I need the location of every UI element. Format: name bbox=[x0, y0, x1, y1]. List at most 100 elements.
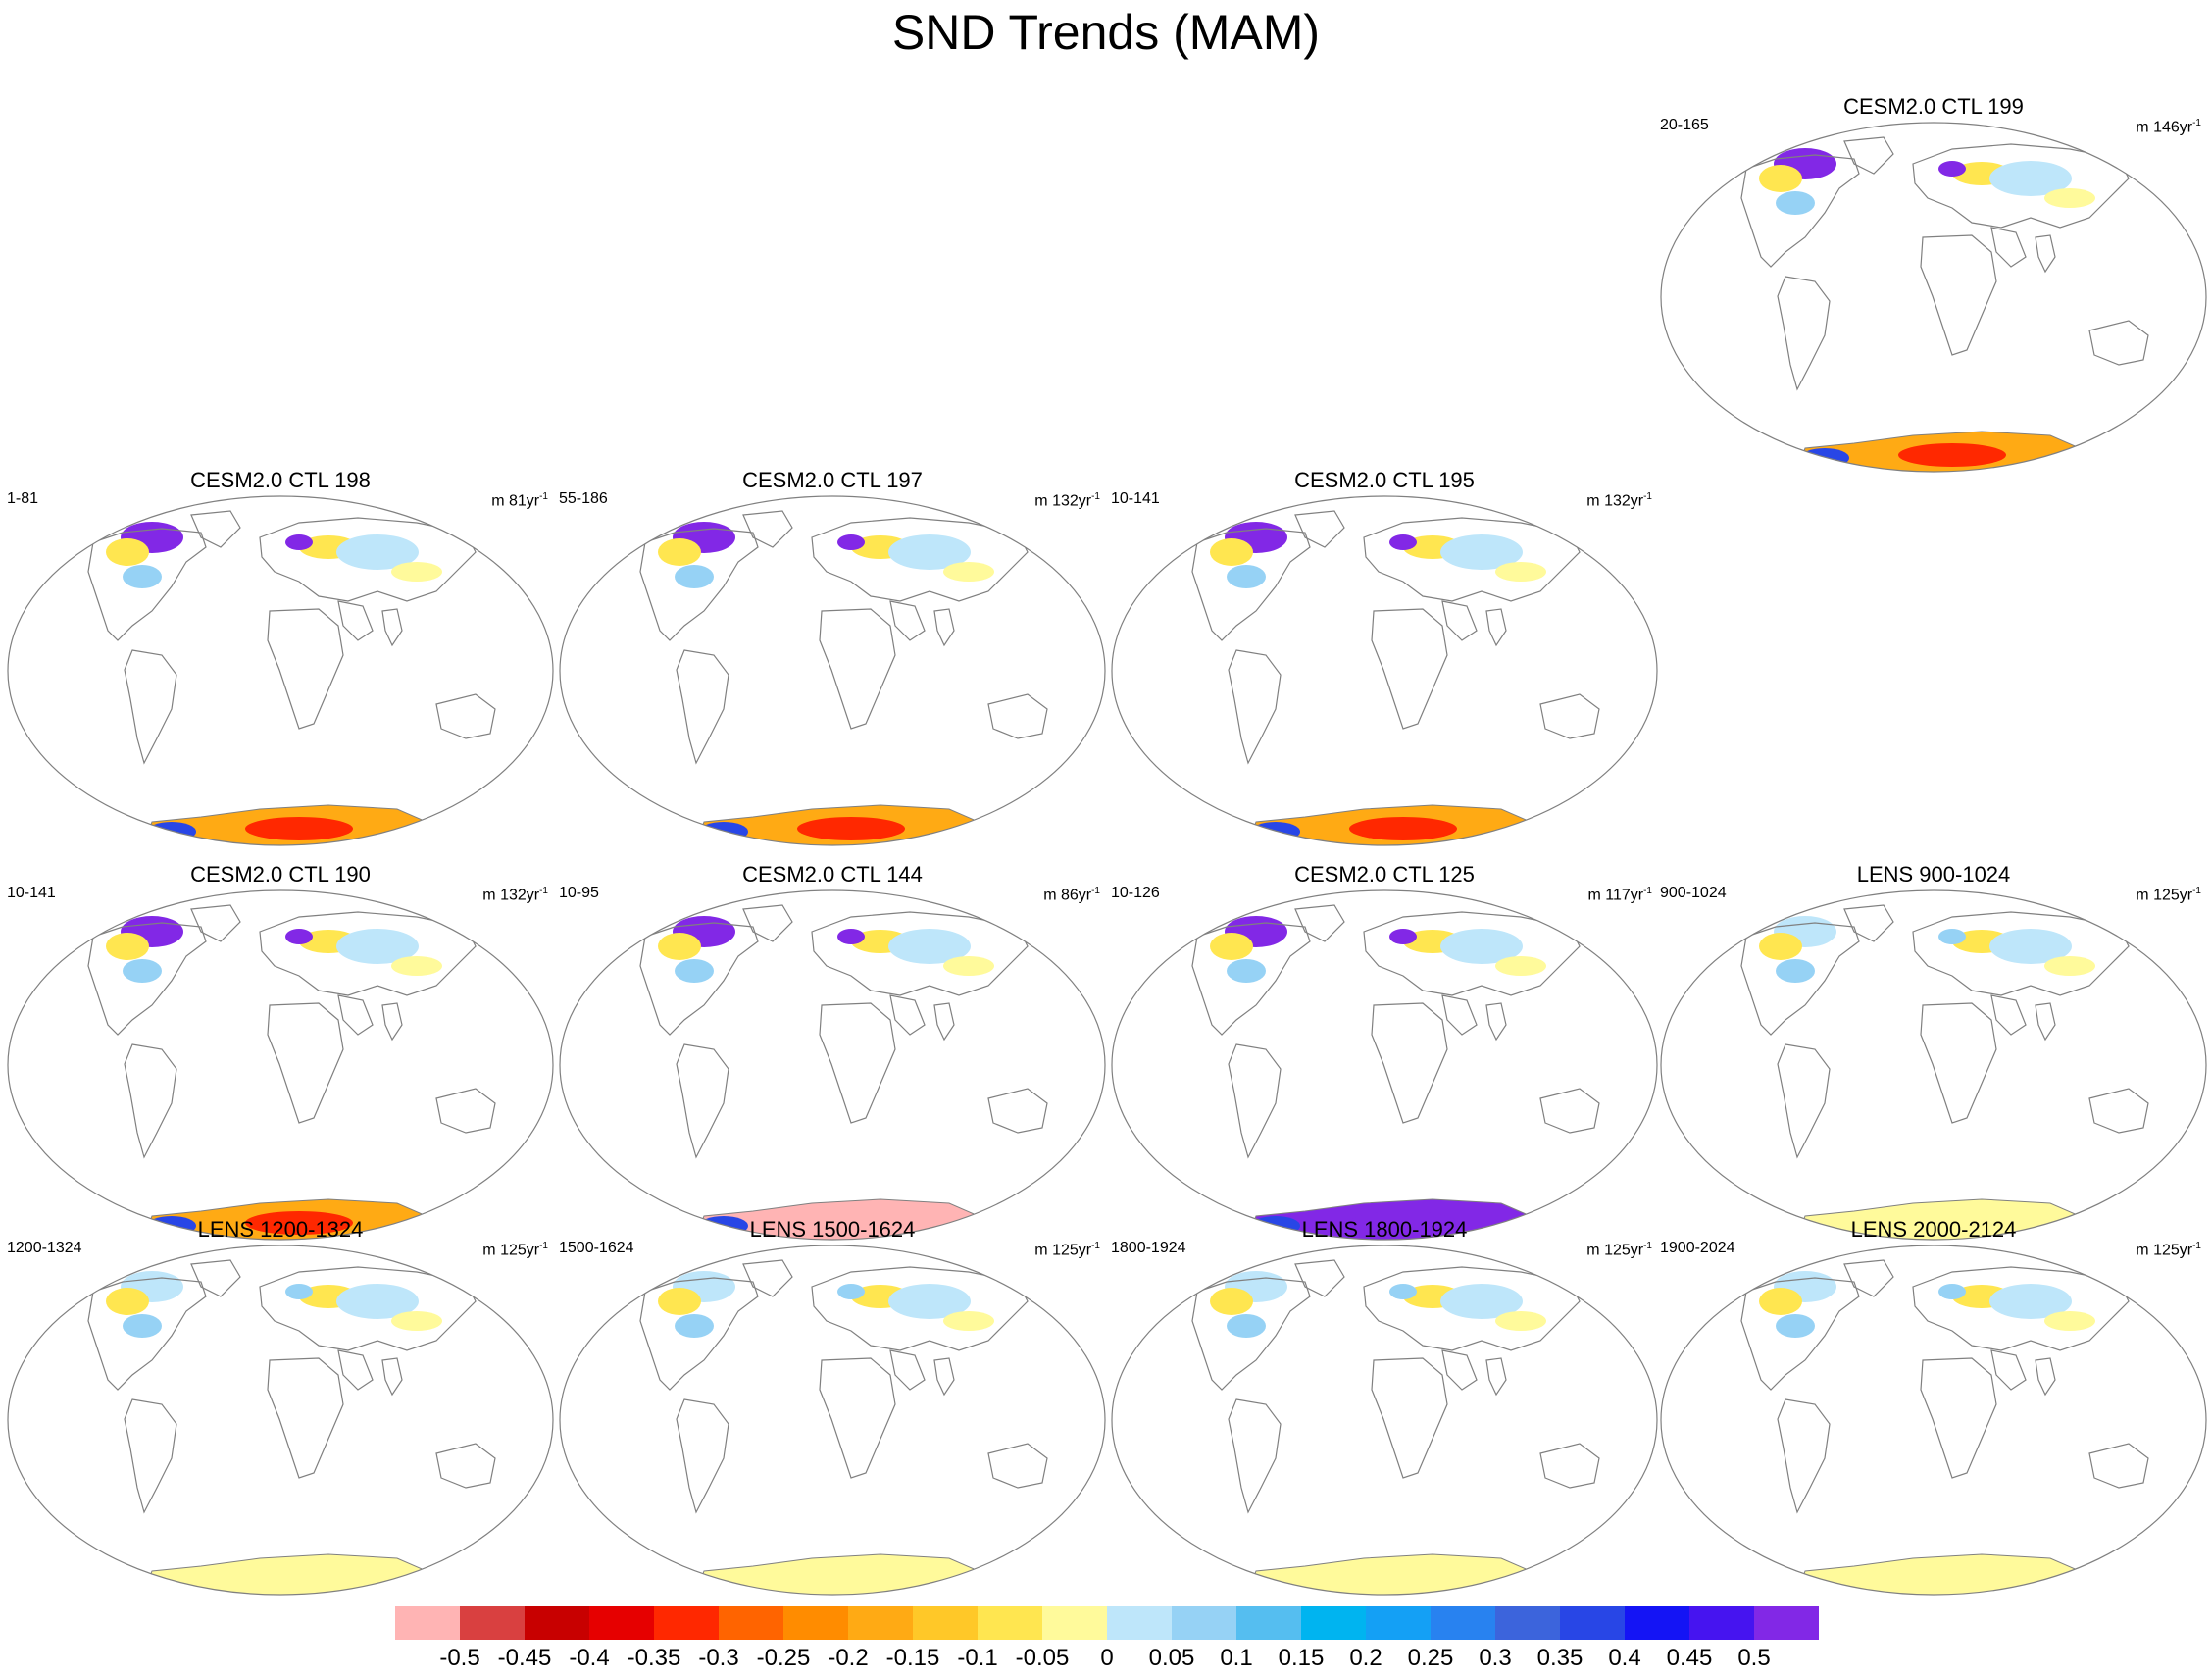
colorbar-segment bbox=[1042, 1606, 1107, 1640]
continent-outline bbox=[1539, 693, 1600, 739]
panel-units-exponent: -1 bbox=[539, 1241, 548, 1251]
panel-units-text: m 125yr bbox=[482, 1242, 540, 1259]
continent-outline bbox=[1843, 136, 1894, 175]
snow-trend-region bbox=[1210, 933, 1253, 960]
panel-units-exponent: -1 bbox=[2192, 1241, 2201, 1251]
panel-units: m 132yr-1 bbox=[482, 882, 548, 905]
world-map bbox=[559, 1245, 1106, 1596]
snow-trend-region bbox=[1938, 929, 1966, 944]
panel-units-exponent: -1 bbox=[1643, 1241, 1652, 1251]
figure-title: SND Trends (MAM) bbox=[891, 5, 1321, 60]
colorbar-segment bbox=[913, 1606, 978, 1640]
continent-outline bbox=[1371, 608, 1448, 730]
snow-trend-region bbox=[1938, 161, 1966, 177]
colorbar bbox=[395, 1606, 1819, 1640]
map-panel: CESM2.0 CTL 125 10-126 m 117yr-1 bbox=[1109, 862, 1660, 1243]
panel-units-exponent: -1 bbox=[2192, 886, 2201, 896]
world-map bbox=[1111, 495, 1658, 846]
panel-units: m 81yr-1 bbox=[491, 487, 548, 511]
panel-year-range: 55-186 bbox=[559, 490, 608, 507]
colorbar-tick-label: 0.3 bbox=[1479, 1645, 1512, 1671]
continent-outline bbox=[1191, 922, 1311, 1036]
continent-outline bbox=[1740, 922, 1860, 1036]
continent-outline bbox=[1485, 608, 1507, 647]
continent-outline bbox=[2088, 320, 2149, 366]
antarctica-trend bbox=[693, 1553, 980, 1595]
snow-trend-region bbox=[1495, 1311, 1546, 1331]
colorbar-tick-label: -0.2 bbox=[828, 1645, 869, 1671]
snow-trend-region bbox=[1227, 565, 1266, 588]
antarctica-edge bbox=[699, 822, 748, 841]
panel-units-exponent: -1 bbox=[1643, 491, 1652, 502]
colorbar-segment bbox=[654, 1606, 719, 1640]
panel-units: m 117yr-1 bbox=[1587, 882, 1652, 905]
world-map bbox=[1660, 889, 2207, 1241]
panel-units-exponent: -1 bbox=[539, 491, 548, 502]
panel-units: m 125yr-1 bbox=[2136, 882, 2201, 905]
continent-outline bbox=[124, 1398, 177, 1514]
snow-trend-region bbox=[1389, 534, 1417, 550]
colorbar-tick-label: 0.15 bbox=[1278, 1645, 1325, 1671]
panel-year-range: 10-141 bbox=[7, 885, 56, 901]
panel-units-exponent: -1 bbox=[2192, 118, 2201, 128]
antarctica-core bbox=[797, 817, 905, 840]
panel-units: m 125yr-1 bbox=[2136, 1237, 2201, 1260]
colorbar-segment bbox=[589, 1606, 654, 1640]
continent-outline bbox=[1740, 154, 1860, 268]
colorbar-segment bbox=[395, 1606, 460, 1640]
antarctica-trend bbox=[1794, 1553, 2081, 1595]
world-map bbox=[7, 495, 554, 846]
panel-units-text: m 146yr bbox=[2136, 119, 2193, 136]
map-panel: CESM2.0 CTL 199 20-165 m 146yr-1 bbox=[1658, 94, 2209, 475]
snow-trend-region bbox=[391, 956, 442, 976]
continent-outline bbox=[2035, 1357, 2056, 1397]
panel-year-range: 10-95 bbox=[559, 885, 599, 901]
antarctica-edge bbox=[147, 822, 196, 841]
map-boundary bbox=[1111, 1245, 1658, 1596]
snow-trend-region bbox=[2044, 188, 2095, 208]
colorbar-segment bbox=[1560, 1606, 1625, 1640]
panel-title: CESM2.0 CTL 195 bbox=[1294, 468, 1475, 492]
snow-trend-region bbox=[1759, 165, 1802, 192]
colorbar-tick-label: 0.25 bbox=[1407, 1645, 1454, 1671]
snow-trend-region bbox=[106, 1288, 149, 1315]
continent-outline bbox=[1294, 904, 1345, 942]
map-panel: LENS 1200-1324 1200-1324 m 125yr-1 bbox=[5, 1217, 556, 1598]
snow-trend-region bbox=[1389, 1284, 1417, 1299]
panel-units-exponent: -1 bbox=[539, 886, 548, 896]
snow-trend-region bbox=[1989, 161, 2072, 196]
continent-outline bbox=[1228, 1398, 1282, 1514]
panel-units-text: m 125yr bbox=[2136, 1242, 2193, 1259]
continent-outline bbox=[337, 994, 374, 1036]
panel-units-exponent: -1 bbox=[1091, 491, 1100, 502]
panel-units: m 146yr-1 bbox=[2136, 114, 2201, 137]
snow-trend-region bbox=[1210, 1288, 1253, 1315]
colorbar-segment bbox=[460, 1606, 525, 1640]
map-boundary bbox=[559, 1245, 1106, 1596]
snow-trend-region bbox=[658, 933, 701, 960]
continent-outline bbox=[124, 1043, 177, 1159]
map-panel: CESM2.0 CTL 195 10-141 m 132yr-1 bbox=[1109, 468, 1660, 848]
continent-outline bbox=[87, 922, 207, 1036]
continent-outline bbox=[1191, 1277, 1311, 1391]
continent-outline bbox=[381, 1002, 403, 1042]
colorbar-tick-label: 0.2 bbox=[1349, 1645, 1382, 1671]
snow-trend-region bbox=[837, 1284, 865, 1299]
continent-outline bbox=[1228, 649, 1282, 765]
snow-trend-region bbox=[943, 956, 994, 976]
panel-year-range: 1900-2024 bbox=[1660, 1240, 1735, 1256]
world-map bbox=[1111, 889, 1658, 1241]
snow-trend-region bbox=[1440, 534, 1523, 570]
continent-outline bbox=[1363, 1266, 1581, 1351]
continent-outline bbox=[676, 649, 729, 765]
panel-units-text: m 125yr bbox=[2136, 887, 2193, 904]
continent-outline bbox=[889, 1349, 926, 1391]
panel-title: CESM2.0 CTL 125 bbox=[1294, 862, 1475, 887]
panel-title: CESM2.0 CTL 198 bbox=[190, 468, 371, 492]
continent-outline bbox=[1294, 1259, 1345, 1297]
continent-outline bbox=[1539, 1443, 1600, 1489]
panel-title: LENS 1200-1324 bbox=[197, 1217, 364, 1242]
map-boundary bbox=[1660, 122, 2207, 473]
continent-outline bbox=[2088, 1443, 2149, 1489]
continent-outline bbox=[1363, 911, 1581, 996]
